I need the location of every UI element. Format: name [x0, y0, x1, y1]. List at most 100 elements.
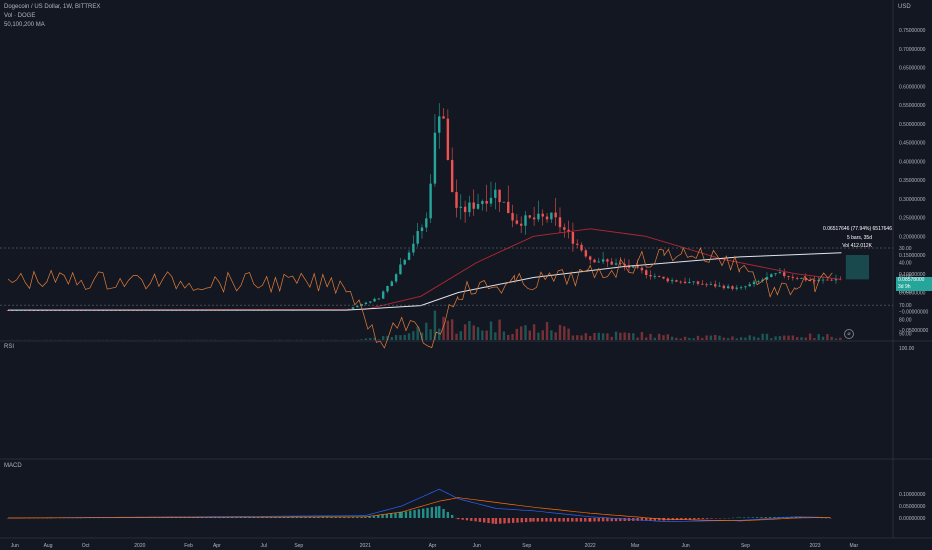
volume-bar — [558, 325, 562, 340]
candle-body — [528, 215, 531, 218]
rsi-line — [7, 246, 833, 349]
candle-body — [679, 281, 682, 283]
macd-histogram-bar — [693, 518, 696, 520]
volume-bar — [369, 337, 372, 340]
macd-histogram-bar — [377, 515, 380, 518]
macd-histogram-bar — [536, 518, 540, 522]
candle-body — [554, 212, 557, 218]
macd-line — [8, 488, 831, 522]
macd-histogram-bar — [623, 518, 626, 522]
macd-histogram-bar — [575, 518, 578, 522]
candle-body — [519, 223, 523, 226]
volume-bar — [679, 338, 682, 340]
macd-histogram-bar — [291, 517, 294, 518]
candle-body — [735, 287, 738, 289]
volume-bar — [463, 324, 467, 340]
time-tick-label: 2020 — [134, 543, 145, 549]
price-tick-label: 0.20000000 — [899, 234, 926, 240]
candle-body — [450, 159, 454, 193]
candle-body — [657, 276, 661, 278]
rsi-label[interactable]: RSI — [4, 344, 15, 350]
volume-bar — [507, 334, 510, 340]
price-tick-label: 0.45000000 — [899, 141, 926, 147]
macd-histogram-bar — [579, 518, 583, 522]
macd-histogram-bar — [404, 511, 408, 518]
time-tick-label: 2022 — [585, 543, 596, 549]
candle-body — [511, 213, 514, 221]
candle-body — [369, 301, 372, 303]
macd-histogram-bar — [300, 517, 303, 518]
macd-histogram-bar — [760, 517, 763, 518]
macd-histogram-bar — [385, 513, 389, 518]
candle-body — [399, 264, 402, 275]
candle-body — [468, 202, 471, 213]
candle-body — [765, 276, 769, 280]
measure-volume: Vol 412.012K — [842, 243, 872, 249]
macd-label[interactable]: MACD — [4, 463, 22, 469]
macd-histogram-bar — [562, 518, 565, 522]
price-tick-label: 0.70000000 — [899, 47, 926, 53]
log-scale-icon[interactable]: ⌀ — [844, 329, 854, 339]
volume-bar — [420, 332, 424, 340]
price-tick-label: 0.05000000 — [899, 291, 926, 297]
macd-histogram-bar — [657, 518, 661, 521]
macd-histogram-bar — [417, 509, 421, 518]
candle-body — [373, 298, 376, 302]
candle-body — [472, 202, 475, 209]
macd-histogram-bar — [213, 517, 217, 518]
volume-bar — [386, 335, 389, 340]
candle-body — [670, 280, 674, 282]
candle-body — [455, 192, 458, 208]
volume-bar — [726, 338, 730, 340]
macd-histogram-bar — [304, 517, 307, 518]
candle-body — [442, 116, 445, 119]
candle-body — [744, 286, 747, 288]
macd-histogram-bar — [671, 518, 674, 521]
candle-body — [381, 291, 385, 299]
volume-bar — [731, 336, 734, 340]
time-tick-label: Apr — [213, 543, 221, 549]
volume-bar — [834, 338, 838, 340]
macd-histogram-bar — [446, 511, 450, 518]
price-tick-label: 0.55000000 — [899, 103, 926, 109]
candle-body — [623, 263, 626, 266]
candle-body — [567, 229, 570, 233]
candle-body — [696, 281, 700, 284]
volume-bar — [541, 330, 544, 340]
candle-body — [606, 259, 609, 262]
volume-bar — [580, 335, 583, 340]
candle-body — [830, 279, 833, 281]
time-tick-label: Sep — [522, 543, 531, 549]
volume-bar — [662, 335, 665, 340]
candle-body — [636, 266, 639, 268]
macd-histogram-bar — [205, 517, 208, 518]
macd-histogram-bar — [360, 516, 363, 518]
price-tick-label: 0.65000000 — [899, 66, 926, 72]
volume-bar — [765, 333, 769, 340]
volume-legend[interactable]: Vol · DOGE — [4, 13, 36, 19]
time-tick-label: Jul — [260, 543, 266, 549]
measure-change: 0.06517646 (77.94%) 6517646 — [823, 226, 892, 232]
macd-histogram-bar — [540, 518, 544, 522]
candle-body — [386, 285, 389, 292]
ma-legend[interactable]: 50,100,200 MA — [4, 22, 45, 28]
currency-label[interactable]: USD — [898, 4, 911, 10]
macd-histogram-bar — [274, 517, 277, 518]
volume-bar — [636, 337, 639, 340]
volume-bar — [701, 337, 704, 340]
volume-bar — [459, 331, 462, 340]
volume-bar — [735, 338, 738, 340]
macd-histogram-bar — [747, 517, 750, 518]
macd-histogram-bar — [343, 516, 346, 518]
candle-body — [351, 307, 355, 309]
volume-bar — [373, 337, 376, 340]
macd-histogram-bar — [710, 518, 713, 519]
volume-bar — [528, 330, 531, 340]
macd-histogram-bar — [601, 518, 605, 522]
volume-bar — [597, 332, 600, 340]
time-tick-label: Feb — [184, 543, 193, 549]
macd-histogram-bar — [680, 518, 683, 520]
candle-body — [576, 243, 579, 245]
volume-bar — [744, 337, 747, 340]
